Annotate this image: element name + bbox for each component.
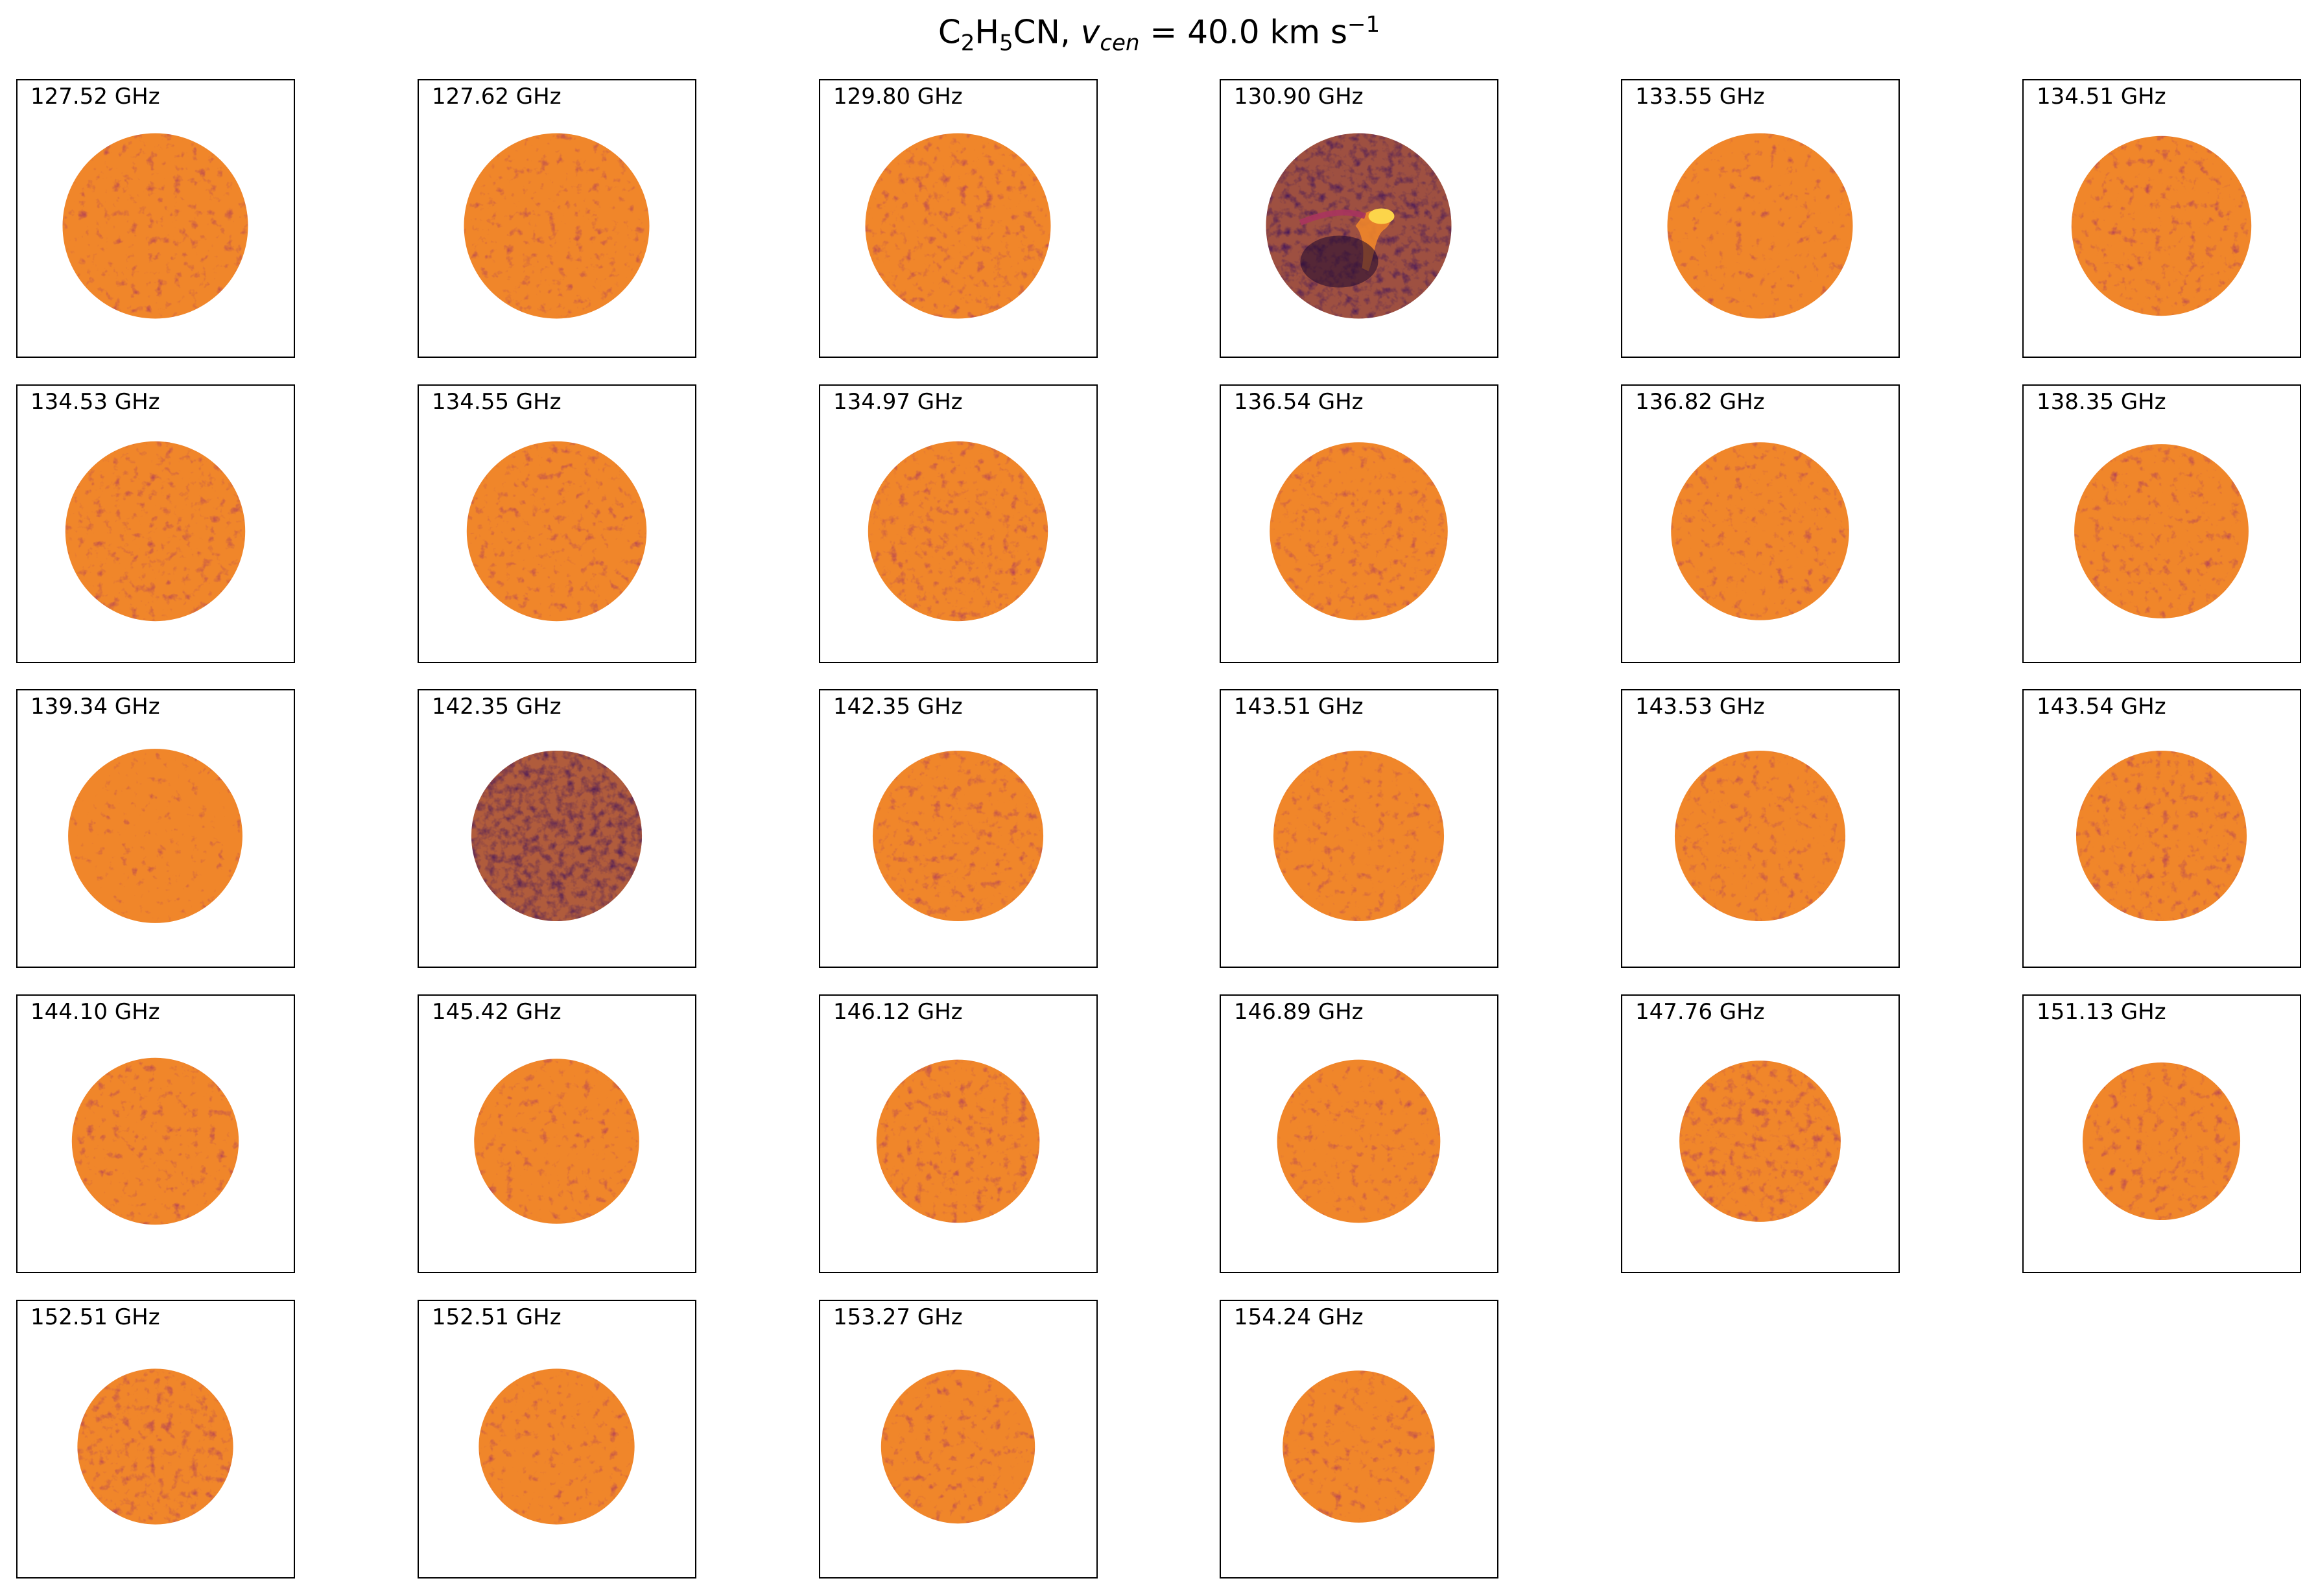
map-panel: 145.42 GHz (418, 994, 696, 1273)
panel-frequency-label: 134.53 GHz (30, 389, 160, 415)
title-species-sub-2: 5 (999, 30, 1013, 56)
map-panel: 147.76 GHz (1621, 994, 1900, 1273)
panel-frequency-label: 146.89 GHz (1234, 999, 1364, 1025)
map-image (1283, 1370, 1435, 1523)
panel-frequency-label: 134.51 GHz (2037, 84, 2166, 110)
map-panel: 130.90 GHz (1220, 79, 1498, 358)
map-panel: 144.10 GHz (16, 994, 295, 1273)
panel-frequency-label: 147.76 GHz (1635, 999, 1765, 1025)
map-image (2074, 444, 2249, 618)
map-panel: 146.12 GHz (819, 994, 1098, 1273)
title-velocity-sup: −1 (1347, 12, 1380, 38)
map-image (2071, 135, 2252, 316)
map-panel: 133.55 GHz (1621, 79, 1900, 358)
panel-frequency-label: 142.35 GHz (833, 694, 963, 720)
map-panel: 134.51 GHz (2022, 79, 2301, 358)
map-panel: 134.97 GHz (819, 384, 1098, 663)
map-image (1266, 133, 1452, 319)
title-species-c: C (938, 13, 961, 51)
map-image (68, 749, 242, 923)
map-image (2082, 1062, 2241, 1221)
title-species-sub-1: 2 (960, 30, 975, 56)
map-image (62, 133, 248, 319)
map-image (474, 1059, 639, 1224)
map-panel: 138.35 GHz (2022, 384, 2301, 663)
panel-frequency-label: 151.13 GHz (2037, 999, 2166, 1025)
panel-frequency-label: 127.52 GHz (30, 84, 160, 110)
panel-frequency-label: 134.55 GHz (432, 389, 562, 415)
map-panel: 152.51 GHz (16, 1300, 295, 1578)
title-velocity-symbol: v (1080, 13, 1100, 51)
panel-frequency-label: 145.42 GHz (432, 999, 562, 1025)
map-image (872, 750, 1044, 922)
panel-frequency-label: 136.82 GHz (1635, 389, 1765, 415)
panel-frequency-label: 127.62 GHz (432, 84, 562, 110)
panel-frequency-label: 142.35 GHz (432, 694, 562, 720)
map-image (881, 1369, 1035, 1524)
map-panel: 153.27 GHz (819, 1300, 1098, 1578)
panel-frequency-label: 146.12 GHz (833, 999, 963, 1025)
map-panel: 139.34 GHz (16, 689, 295, 968)
map-panel: 129.80 GHz (819, 79, 1098, 358)
panel-frequency-label: 134.97 GHz (833, 389, 963, 415)
map-image (1674, 750, 1846, 922)
map-panel: 143.51 GHz (1220, 689, 1498, 968)
map-image (1273, 750, 1445, 922)
map-panel: 134.55 GHz (418, 384, 696, 663)
map-image (479, 1368, 635, 1525)
map-image (2076, 750, 2247, 922)
map-panel: 127.52 GHz (16, 79, 295, 358)
map-image (77, 1368, 233, 1525)
map-image (868, 441, 1048, 622)
title-species-cn: CN, (1013, 13, 1081, 51)
map-panel: 142.35 GHz (819, 689, 1098, 968)
panel-frequency-label: 129.80 GHz (833, 84, 963, 110)
map-image (471, 750, 643, 922)
panel-frequency-label: 133.55 GHz (1635, 84, 1765, 110)
figure-title: C2H5CN, vcen = 40.0 km s−1 (0, 12, 2318, 56)
title-velocity-sub: cen (1100, 30, 1140, 56)
map-image (1679, 1061, 1841, 1222)
map-image (865, 133, 1051, 319)
map-panel: 142.35 GHz (418, 689, 696, 968)
panel-frequency-label: 153.27 GHz (833, 1304, 963, 1330)
panel-frequency-label: 138.35 GHz (2037, 389, 2166, 415)
title-velocity-value: = 40.0 km s (1139, 13, 1348, 51)
panel-frequency-label: 143.53 GHz (1635, 694, 1765, 720)
panel-frequency-label: 139.34 GHz (30, 694, 160, 720)
panel-frequency-label: 144.10 GHz (30, 999, 160, 1025)
panel-frequency-label: 143.51 GHz (1234, 694, 1364, 720)
map-panel: 127.62 GHz (418, 79, 696, 358)
panel-frequency-label: 152.51 GHz (30, 1304, 160, 1330)
map-panel: 154.24 GHz (1220, 1300, 1498, 1578)
map-panel: 146.89 GHz (1220, 994, 1498, 1273)
map-image (1671, 442, 1849, 620)
map-panel: 136.82 GHz (1621, 384, 1900, 663)
map-panel: 136.54 GHz (1220, 384, 1498, 663)
panel-frequency-label: 152.51 GHz (432, 1304, 562, 1330)
map-panel: 143.54 GHz (2022, 689, 2301, 968)
map-panel: 151.13 GHz (2022, 994, 2301, 1273)
map-image (1667, 133, 1853, 319)
map-panel: 143.53 GHz (1621, 689, 1900, 968)
map-panel: 152.51 GHz (418, 1300, 696, 1578)
map-image (1277, 1059, 1441, 1223)
panel-frequency-label: 143.54 GHz (2037, 694, 2166, 720)
map-image (466, 441, 647, 622)
map-image (1270, 442, 1448, 620)
map-panel: 134.53 GHz (16, 384, 295, 663)
map-image (876, 1059, 1040, 1223)
title-species-h: H (975, 13, 999, 51)
map-image (65, 441, 246, 622)
map-image (71, 1057, 239, 1225)
panel-frequency-label: 154.24 GHz (1234, 1304, 1364, 1330)
map-image (464, 133, 650, 319)
panel-frequency-label: 136.54 GHz (1234, 389, 1364, 415)
panel-frequency-label: 130.90 GHz (1234, 84, 1364, 110)
